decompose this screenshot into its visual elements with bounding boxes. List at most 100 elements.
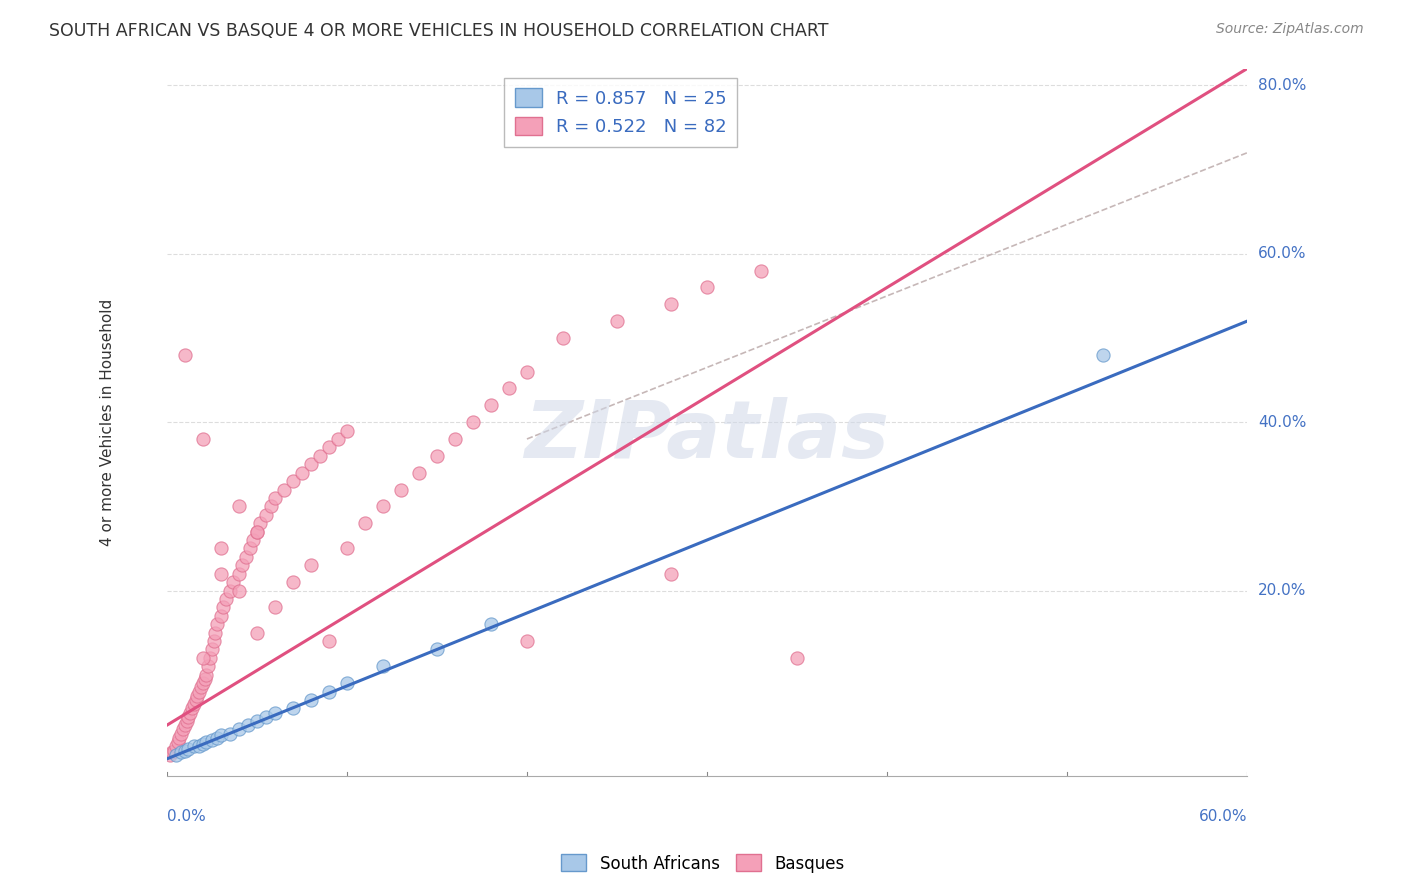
Point — [195, 735, 218, 749]
Point — [209, 728, 232, 742]
Point — [246, 524, 269, 539]
Point — [354, 516, 377, 531]
Point — [498, 382, 520, 396]
Point — [263, 706, 285, 720]
Point — [308, 449, 330, 463]
Point — [201, 733, 224, 747]
Point — [696, 280, 718, 294]
Point — [165, 747, 187, 762]
Point — [659, 297, 682, 311]
Point — [479, 398, 502, 412]
Point — [169, 731, 191, 745]
Point — [299, 693, 322, 707]
Point — [181, 701, 204, 715]
Point — [236, 718, 259, 732]
Text: ZIPatlas: ZIPatlas — [524, 397, 890, 475]
Point — [239, 541, 262, 556]
Point — [336, 424, 359, 438]
Point — [159, 747, 181, 762]
Point — [172, 723, 194, 737]
Text: 60.0%: 60.0% — [1199, 809, 1247, 824]
Point — [336, 541, 359, 556]
Point — [228, 500, 250, 514]
Point — [263, 600, 285, 615]
Point — [166, 735, 188, 749]
Point — [191, 676, 214, 690]
Point — [177, 710, 200, 724]
Point — [318, 441, 340, 455]
Point — [211, 600, 233, 615]
Text: 40.0%: 40.0% — [1258, 415, 1306, 430]
Point — [222, 575, 245, 590]
Point — [516, 634, 538, 648]
Point — [336, 676, 359, 690]
Point — [170, 727, 193, 741]
Point — [209, 566, 232, 581]
Point — [170, 745, 193, 759]
Point — [426, 449, 449, 463]
Point — [228, 566, 250, 581]
Point — [461, 415, 484, 429]
Legend: R = 0.857   N = 25, R = 0.522   N = 82: R = 0.857 N = 25, R = 0.522 N = 82 — [503, 78, 738, 147]
Point — [173, 743, 195, 757]
Point — [263, 491, 285, 505]
Point — [371, 500, 394, 514]
Point — [198, 651, 221, 665]
Point — [318, 684, 340, 698]
Point — [191, 651, 214, 665]
Point — [260, 500, 283, 514]
Point — [183, 697, 205, 711]
Point — [176, 714, 198, 728]
Legend: South Africans, Basques: South Africans, Basques — [554, 847, 852, 880]
Point — [606, 314, 628, 328]
Point — [202, 634, 225, 648]
Point — [194, 672, 217, 686]
Point — [201, 642, 224, 657]
Point — [173, 348, 195, 362]
Point — [179, 706, 201, 720]
Point — [246, 714, 269, 728]
Point — [190, 681, 212, 695]
Point — [160, 745, 183, 759]
Text: 60.0%: 60.0% — [1258, 246, 1306, 261]
Point — [183, 739, 205, 754]
Point — [444, 432, 467, 446]
Point — [205, 731, 228, 745]
Point — [299, 558, 322, 573]
Text: SOUTH AFRICAN VS BASQUE 4 OR MORE VEHICLES IN HOUSEHOLD CORRELATION CHART: SOUTH AFRICAN VS BASQUE 4 OR MORE VEHICL… — [49, 22, 828, 40]
Point — [209, 608, 232, 623]
Point — [218, 727, 240, 741]
Point — [281, 701, 304, 715]
Point — [389, 483, 412, 497]
Point — [1092, 348, 1115, 362]
Text: 20.0%: 20.0% — [1258, 583, 1306, 598]
Point — [191, 737, 214, 751]
Point — [191, 432, 214, 446]
Point — [235, 549, 257, 564]
Point — [273, 483, 295, 497]
Point — [246, 625, 269, 640]
Point — [551, 331, 574, 345]
Point — [318, 634, 340, 648]
Point — [188, 739, 211, 754]
Point — [228, 583, 250, 598]
Point — [281, 474, 304, 488]
Point — [186, 689, 208, 703]
Point — [205, 617, 228, 632]
Point — [163, 743, 186, 757]
Point — [254, 710, 277, 724]
Point — [204, 625, 226, 640]
Point — [371, 659, 394, 673]
Point — [299, 457, 322, 471]
Point — [479, 617, 502, 632]
Point — [291, 466, 314, 480]
Point — [254, 508, 277, 522]
Point — [184, 693, 207, 707]
Point — [659, 566, 682, 581]
Point — [426, 642, 449, 657]
Text: 4 or more Vehicles in Household: 4 or more Vehicles in Household — [100, 299, 115, 546]
Text: Source: ZipAtlas.com: Source: ZipAtlas.com — [1216, 22, 1364, 37]
Point — [165, 739, 187, 754]
Point — [516, 365, 538, 379]
Point — [749, 263, 772, 277]
